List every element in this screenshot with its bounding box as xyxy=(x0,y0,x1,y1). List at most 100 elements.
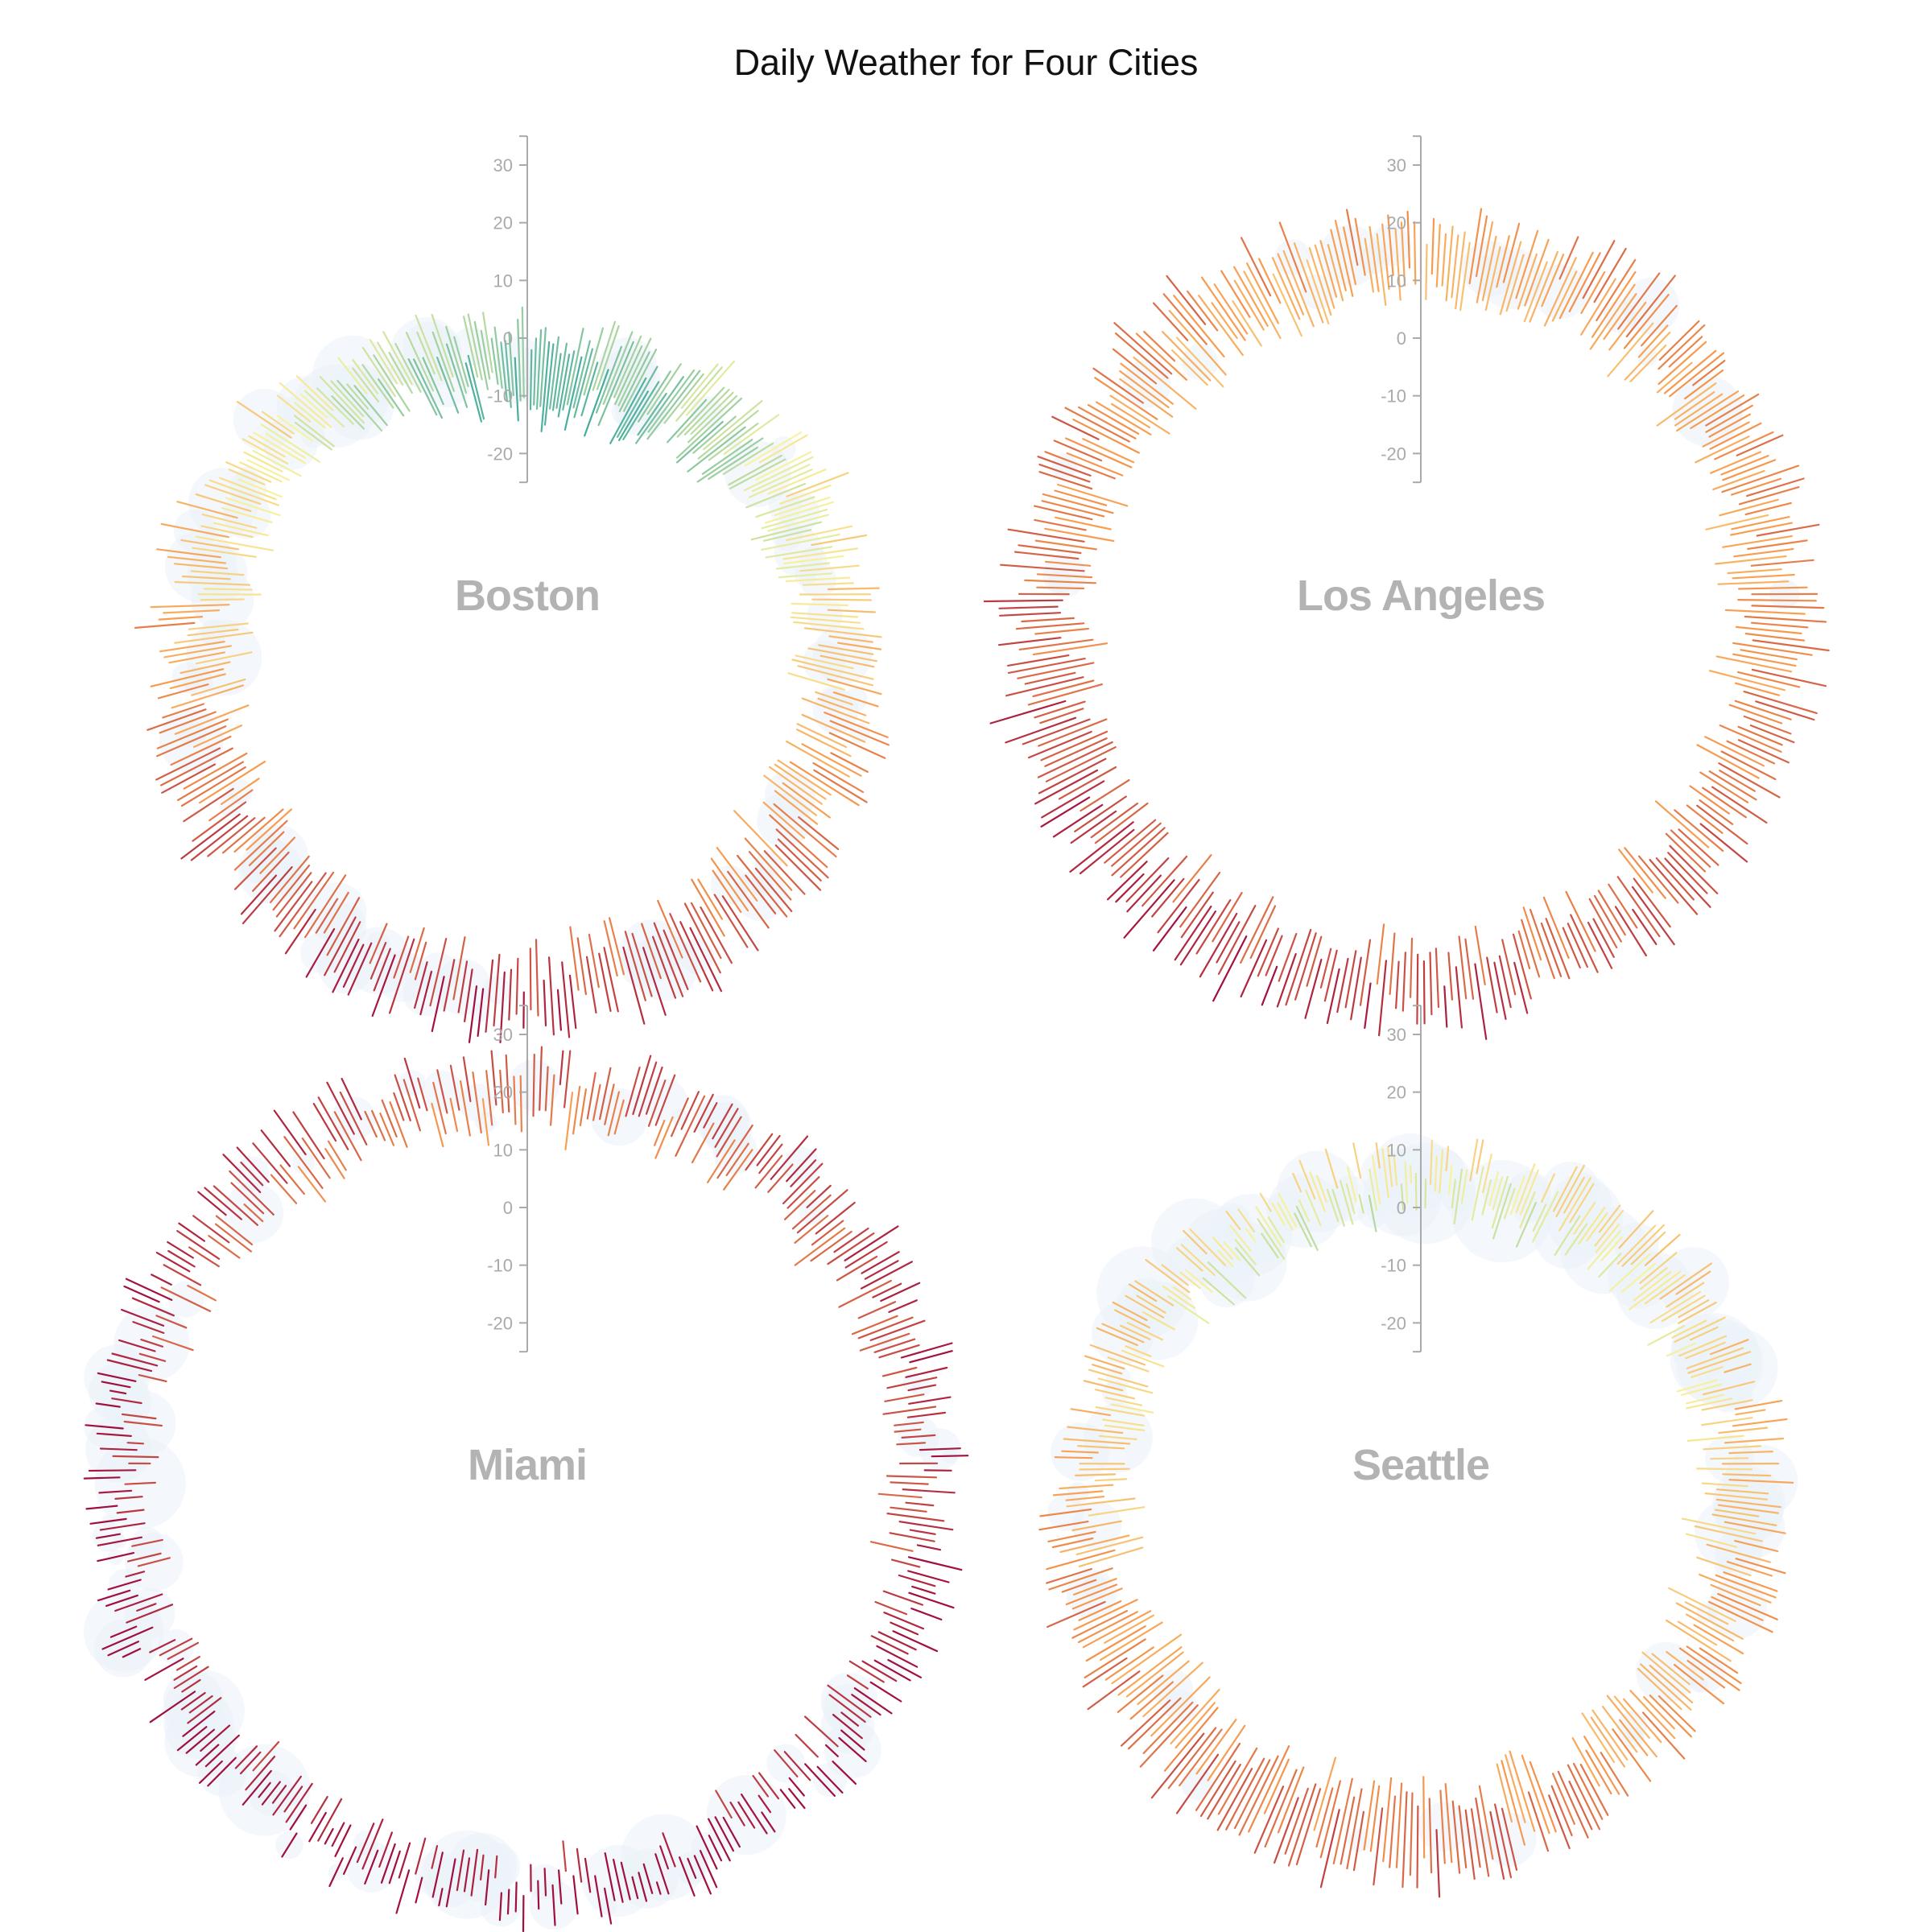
day-bar xyxy=(1694,1525,1764,1542)
day-bar xyxy=(690,902,722,960)
day-bar xyxy=(1315,1174,1327,1203)
day-bar xyxy=(775,828,829,879)
day-bar xyxy=(1243,270,1282,340)
day-bar xyxy=(163,609,221,614)
day-bar xyxy=(160,522,229,539)
day-bar xyxy=(1232,266,1269,327)
day-bar xyxy=(1527,1791,1550,1852)
day-bar xyxy=(1345,208,1359,266)
day-bar xyxy=(334,1824,352,1857)
day-bar xyxy=(1143,331,1176,362)
day-bar xyxy=(861,1251,900,1274)
day-bar xyxy=(413,961,428,1009)
day-bar xyxy=(1734,700,1792,720)
day-bar xyxy=(791,1194,832,1230)
day-bar xyxy=(533,337,538,406)
day-bar xyxy=(1354,217,1366,276)
day-bar xyxy=(1728,704,1783,724)
day-bar xyxy=(1306,935,1323,987)
day-bar xyxy=(1710,1339,1749,1356)
day-bar xyxy=(1024,671,1076,685)
day-bar xyxy=(207,817,256,857)
day-bar xyxy=(1189,1228,1227,1266)
day-bar xyxy=(604,1084,615,1125)
day-bar xyxy=(173,1666,209,1690)
day-bar xyxy=(1719,724,1782,753)
day-bar xyxy=(1278,932,1298,982)
day-bar xyxy=(283,1136,324,1190)
day-bar xyxy=(215,1223,252,1253)
day-bar xyxy=(1007,528,1085,543)
day-bar xyxy=(1225,1210,1241,1231)
day-bar xyxy=(1639,1252,1678,1285)
day-bar xyxy=(248,831,285,867)
day-bar xyxy=(625,1066,641,1117)
day-bar xyxy=(679,921,714,992)
day-bar xyxy=(1150,1676,1211,1737)
day-bar xyxy=(799,564,860,572)
day-bar xyxy=(1459,242,1471,312)
day-bar xyxy=(175,1656,200,1671)
day-bar xyxy=(1065,1583,1118,1606)
day-bar xyxy=(1027,683,1104,706)
day-bar xyxy=(1225,1757,1265,1831)
day-bar xyxy=(786,472,849,497)
day-bar xyxy=(1195,898,1232,955)
day-bar xyxy=(594,1875,603,1918)
day-bar xyxy=(568,974,577,1030)
day-bar xyxy=(1294,932,1317,1001)
day-bar xyxy=(341,1077,362,1121)
day-bar xyxy=(905,1501,935,1507)
day-bar xyxy=(1094,1478,1128,1482)
day-bar xyxy=(326,1081,355,1135)
day-bar xyxy=(790,616,861,624)
day-bar xyxy=(559,1050,564,1086)
day-bar xyxy=(1458,935,1468,1000)
day-bar xyxy=(1616,876,1661,938)
y-tick-label: 10 xyxy=(493,270,513,291)
y-axis: 30 20 10 0 -10 -20 xyxy=(487,135,528,484)
day-bar xyxy=(1722,1473,1772,1477)
day-bar xyxy=(285,1782,313,1823)
day-bar xyxy=(1199,1760,1236,1817)
day-bar xyxy=(431,331,456,392)
day-bar xyxy=(1352,1142,1362,1179)
day-bar xyxy=(381,1099,398,1138)
day-bar xyxy=(1639,1266,1668,1290)
day-bar xyxy=(1170,349,1208,386)
day-bar xyxy=(708,1818,731,1862)
day-bar xyxy=(604,1852,616,1901)
day-bar xyxy=(1368,1168,1378,1212)
day-bar xyxy=(1444,1783,1453,1864)
day-bar xyxy=(431,313,454,378)
day-bar xyxy=(477,988,485,1038)
day-bar xyxy=(1715,1498,1781,1509)
day-bar xyxy=(1737,739,1790,764)
day-bar xyxy=(798,815,840,851)
day-bar xyxy=(721,895,759,952)
day-bar xyxy=(155,1251,191,1273)
day-bar xyxy=(887,1658,923,1678)
day-bar xyxy=(188,1695,213,1714)
day-bar xyxy=(1571,1737,1600,1787)
y-tick-label: -20 xyxy=(1381,1313,1406,1333)
day-bar xyxy=(180,1691,206,1711)
day-bar xyxy=(1255,1206,1282,1248)
y-tick-label: 30 xyxy=(1387,155,1406,175)
day-bar xyxy=(237,478,283,498)
day-bar xyxy=(683,902,721,974)
day-bar xyxy=(192,1215,230,1244)
day-bar xyxy=(1074,795,1127,833)
day-bar xyxy=(1135,332,1188,381)
day-bar xyxy=(1731,515,1790,530)
day-bar xyxy=(729,458,786,489)
day-bar xyxy=(1394,960,1400,1009)
day-bar xyxy=(1616,1224,1657,1265)
day-bar xyxy=(151,1335,194,1352)
day-bar xyxy=(369,923,388,964)
day-bar xyxy=(878,1344,920,1359)
day-bar xyxy=(840,1711,860,1727)
day-bar xyxy=(1292,1172,1302,1193)
day-bar xyxy=(813,769,868,803)
day-bar xyxy=(859,1332,910,1352)
